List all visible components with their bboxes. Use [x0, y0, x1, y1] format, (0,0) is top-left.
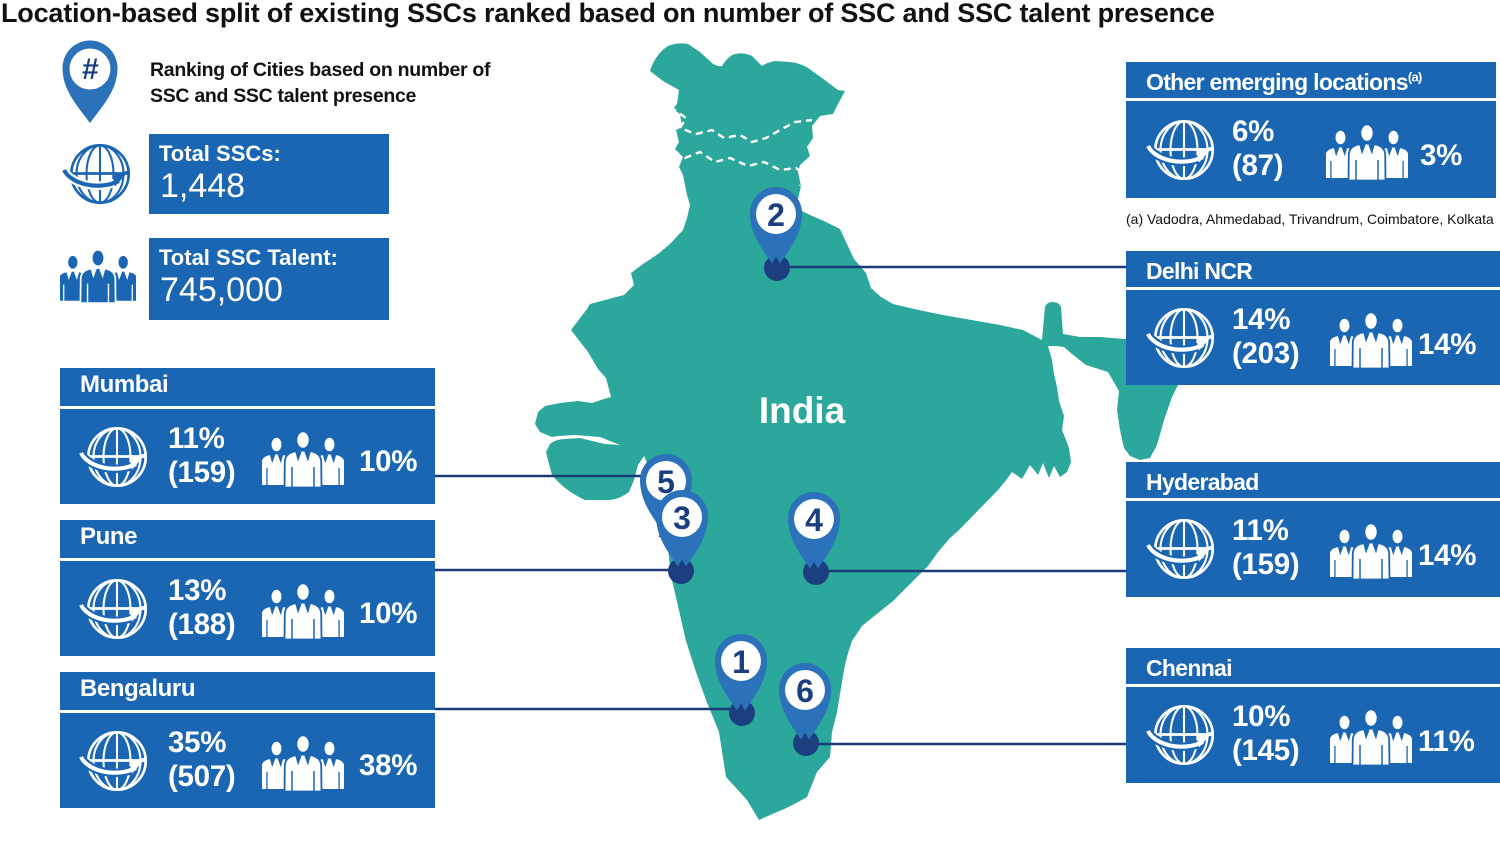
- svg-text:5: 5: [657, 464, 675, 500]
- svg-text:2: 2: [767, 197, 785, 233]
- svg-text:#: #: [82, 53, 99, 86]
- svg-text:3: 3: [673, 500, 691, 536]
- svg-text:6: 6: [796, 673, 814, 709]
- svg-text:India: India: [759, 390, 846, 431]
- svg-text:1: 1: [732, 644, 750, 680]
- svg-text:4: 4: [805, 502, 823, 538]
